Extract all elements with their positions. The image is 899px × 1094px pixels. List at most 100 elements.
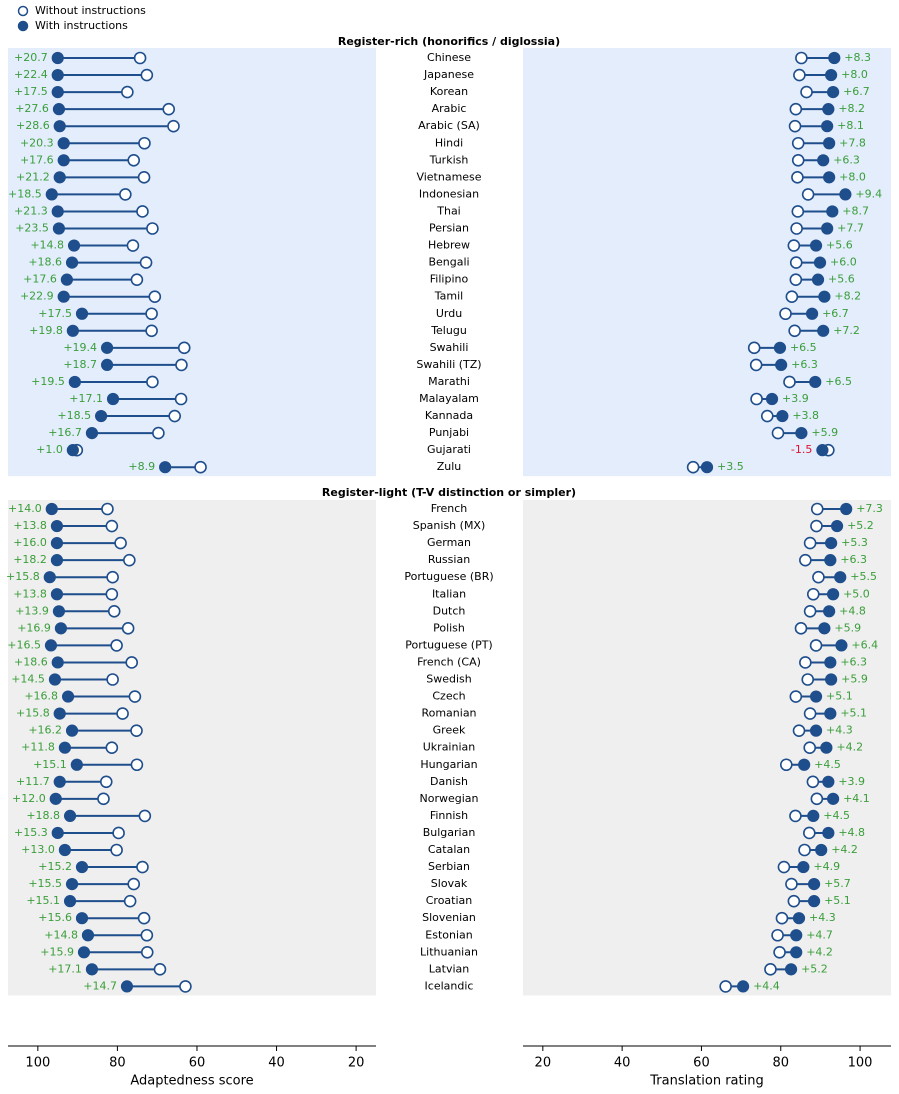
without-marker bbox=[125, 656, 139, 669]
category-label: Arabic bbox=[432, 102, 467, 115]
without-marker bbox=[127, 154, 141, 167]
category-label: Turkish bbox=[429, 153, 469, 166]
without-marker bbox=[791, 205, 805, 218]
with-marker bbox=[797, 860, 810, 874]
without-marker bbox=[686, 460, 700, 474]
without-marker bbox=[787, 239, 801, 252]
without-marker bbox=[792, 724, 806, 737]
with-marker bbox=[811, 273, 825, 286]
with-marker bbox=[827, 588, 840, 601]
delta-label: +15.1 bbox=[26, 894, 60, 907]
category-label: Telugu bbox=[430, 324, 467, 337]
delta-label: +28.6 bbox=[16, 119, 50, 132]
without-marker bbox=[107, 604, 121, 618]
with-marker bbox=[818, 290, 831, 303]
with-marker bbox=[44, 639, 58, 652]
without-marker bbox=[138, 809, 152, 823]
delta-label: +18.2 bbox=[13, 553, 47, 566]
without-marker bbox=[177, 341, 191, 355]
category-label: Urdu bbox=[436, 307, 462, 320]
delta-label: +5.1 bbox=[824, 894, 851, 907]
delta-label: +4.7 bbox=[806, 928, 833, 941]
delta-label: +5.5 bbox=[850, 570, 877, 583]
with-marker bbox=[51, 826, 64, 840]
legend-marker bbox=[17, 20, 29, 32]
delta-label: +16.8 bbox=[24, 690, 58, 703]
with-marker bbox=[824, 707, 837, 720]
without-marker bbox=[747, 341, 761, 355]
with-marker bbox=[823, 137, 836, 150]
x-tick-label: 80 bbox=[109, 1056, 126, 1071]
delta-label: +17.5 bbox=[14, 85, 48, 98]
delta-label: +18.5 bbox=[57, 409, 91, 422]
delta-label: +8.7 bbox=[842, 204, 869, 217]
group-title: Register-rich (honorifics / diglossia) bbox=[338, 35, 560, 48]
delta-label: +14.8 bbox=[44, 928, 78, 941]
with-marker bbox=[825, 68, 838, 82]
with-marker bbox=[835, 639, 848, 652]
with-marker bbox=[825, 673, 838, 686]
delta-label: -1.5 bbox=[791, 443, 812, 456]
without-marker bbox=[136, 205, 149, 218]
with-marker bbox=[94, 409, 108, 423]
category-label: Thai bbox=[436, 204, 461, 217]
category-label: Swedish bbox=[426, 673, 472, 686]
with-marker bbox=[807, 877, 821, 891]
without-marker bbox=[809, 639, 823, 652]
with-marker bbox=[52, 605, 66, 618]
x-tick-label: 20 bbox=[535, 1056, 552, 1071]
without-marker bbox=[136, 860, 149, 874]
without-marker bbox=[789, 690, 803, 703]
legend-marker bbox=[17, 5, 29, 17]
category-label: Portuguese (BR) bbox=[404, 570, 493, 583]
with-marker bbox=[63, 895, 77, 908]
category-label: Hungarian bbox=[420, 758, 477, 771]
delta-label: +4.8 bbox=[839, 604, 866, 617]
delta-label: +5.3 bbox=[841, 536, 868, 549]
without-marker bbox=[790, 222, 803, 235]
delta-label: +3.9 bbox=[782, 392, 809, 405]
with-marker bbox=[45, 502, 58, 516]
delta-label: +7.3 bbox=[856, 502, 883, 515]
with-marker bbox=[834, 571, 847, 584]
with-marker bbox=[77, 946, 91, 959]
delta-label: +6.7 bbox=[843, 85, 870, 98]
delta-label: +5.2 bbox=[847, 519, 874, 532]
delta-label: +3.8 bbox=[792, 409, 819, 422]
without-marker bbox=[810, 792, 824, 806]
delta-label: +15.8 bbox=[6, 570, 40, 583]
category-label: Norwegian bbox=[420, 792, 479, 805]
delta-label: +20.7 bbox=[14, 51, 48, 64]
legend-label: Without instructions bbox=[35, 4, 146, 17]
category-label: Tamil bbox=[434, 290, 463, 303]
delta-label: +7.7 bbox=[837, 222, 864, 235]
delta-label: +6.0 bbox=[830, 256, 857, 269]
delta-label: +16.2 bbox=[28, 724, 62, 737]
without-marker bbox=[116, 707, 129, 720]
delta-label: +19.8 bbox=[29, 324, 63, 337]
category-label: French bbox=[431, 502, 468, 515]
with-marker bbox=[51, 51, 64, 65]
x-tick-label: 100 bbox=[848, 1056, 873, 1071]
with-marker bbox=[53, 707, 66, 720]
category-label: Vietnamese bbox=[416, 170, 481, 183]
with-marker bbox=[807, 809, 820, 823]
with-marker bbox=[805, 307, 819, 320]
category-label: Malayalam bbox=[419, 392, 479, 405]
without-marker bbox=[174, 392, 188, 406]
with-marker bbox=[825, 536, 838, 550]
without-marker bbox=[133, 51, 147, 65]
without-marker bbox=[97, 792, 110, 806]
without-marker bbox=[121, 622, 135, 635]
delta-label: +27.6 bbox=[15, 102, 49, 115]
with-marker bbox=[65, 877, 79, 891]
without-marker bbox=[101, 502, 114, 516]
delta-label: +14.7 bbox=[83, 979, 117, 992]
without-marker bbox=[779, 307, 792, 321]
without-marker bbox=[106, 673, 119, 686]
with-marker bbox=[51, 205, 64, 218]
without-marker bbox=[112, 826, 125, 840]
with-marker bbox=[817, 154, 830, 167]
without-marker bbox=[145, 307, 158, 321]
with-marker bbox=[48, 673, 62, 686]
